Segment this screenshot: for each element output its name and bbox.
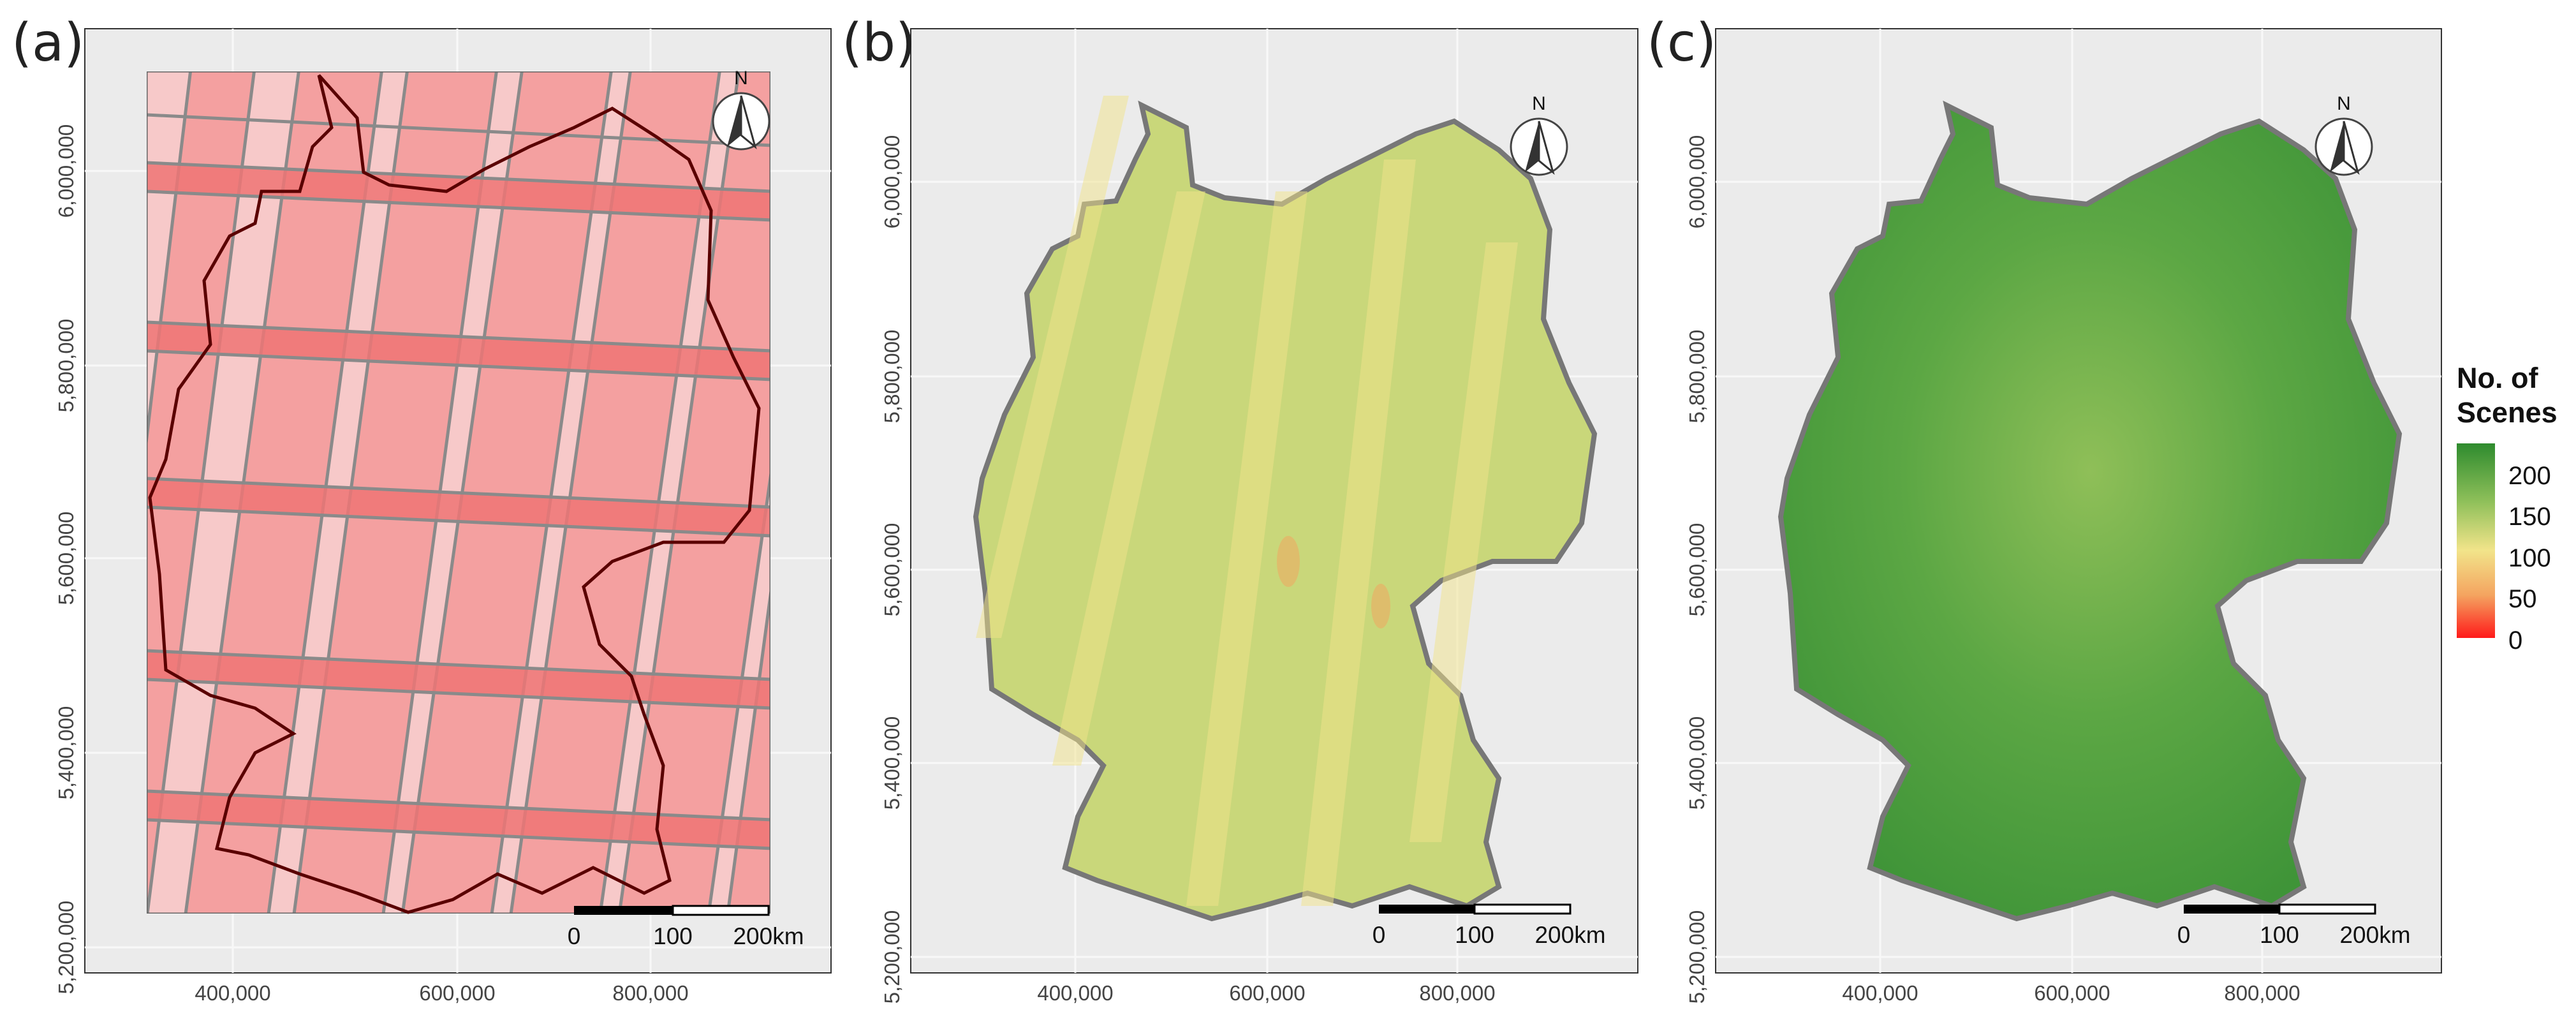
y-axis-ticks: 6,000,000 5,800,000 5,600,000 5,400,000 … [1685,135,1709,1004]
y-tick: 5,600,000 [54,512,78,605]
y-tick: 5,800,000 [880,330,904,424]
north-arrow-icon: N [2315,93,2373,176]
x-axis-ticks: 400,000 600,000 800,000 [1037,981,1495,1005]
y-tick: 5,600,000 [1685,523,1709,617]
legend-colorbar [2457,443,2495,638]
scalebar-100: 100 [653,923,693,949]
x-tick: 400,000 [1037,981,1113,1005]
y-tick: 6,000,000 [880,135,904,229]
x-tick: 800,000 [2224,981,2300,1005]
x-tick: 600,000 [419,981,495,1005]
scalebar-200km: 200km [733,923,804,949]
y-axis-ticks: 6,000,000 5,800,000 5,600,000 5,400,000 … [54,124,78,995]
scalebar-100: 100 [1455,922,1494,948]
x-tick: 800,000 [1419,981,1495,1005]
panel-label-b: (b) [842,13,916,73]
panel-a: N 0 100 200km 400,000 600,000 800,000 6,… [11,13,832,1005]
north-label: N [734,68,748,89]
panel-label-a: (a) [11,13,84,73]
legend-value: 150 [2508,503,2551,531]
y-tick: 5,400,000 [880,716,904,810]
x-tick: 400,000 [195,981,270,1005]
scale-bar: 0 100 200km [2177,903,2411,948]
legend-value: 200 [2508,462,2551,490]
legend-title-line2: Scenes [2457,396,2558,429]
north-arrow-icon: N [1510,93,1568,176]
scale-bar: 0 100 200km [1373,903,1606,948]
north-arrow-icon: N [712,68,770,151]
legend-title-line1: No. of [2457,362,2538,394]
x-axis-ticks: 400,000 600,000 800,000 [195,981,688,1005]
legend-value: 50 [2508,585,2537,613]
scalebar-200km: 200km [1535,922,1605,948]
legend-value: 100 [2508,544,2551,572]
y-tick: 5,800,000 [1685,330,1709,424]
x-tick: 600,000 [1229,981,1305,1005]
scalebar-0: 0 [1373,922,1386,948]
y-axis-ticks: 6,000,000 5,800,000 5,600,000 5,400,000 … [880,135,904,1004]
y-tick: 5,800,000 [54,319,78,413]
legend-value: 0 [2508,626,2522,655]
germany-border [148,74,761,914]
y-tick: 5,200,000 [1685,910,1709,1004]
x-axis-ticks: 400,000 600,000 800,000 [1842,981,2300,1005]
legend: No. of Scenes 200 150 100 50 0 [2457,362,2558,655]
scalebar-0: 0 [2177,922,2191,948]
landsat-tiles [147,71,770,914]
panel-b: N 0 100 200km 400,000 600,000 800,000 6,… [842,13,1638,1005]
x-tick: 800,000 [612,981,688,1005]
scale-bar: 0 100 200km [568,905,804,949]
panel-label-c: (c) [1647,13,1716,73]
x-tick: 400,000 [1842,981,1918,1005]
north-label: N [1532,93,1546,114]
scalebar-200km: 200km [2339,922,2410,948]
scalebar-100: 100 [2260,922,2299,948]
y-tick: 5,200,000 [54,901,78,995]
panel-c: N 0 100 200km 400,000 600,000 800,000 6,… [1647,13,2442,1005]
y-tick: 5,200,000 [880,910,904,1004]
y-tick: 6,000,000 [54,124,78,218]
overlap-stripes-b [976,96,1518,906]
y-tick: 5,600,000 [880,523,904,617]
y-tick: 6,000,000 [1685,135,1709,229]
y-tick: 5,400,000 [1685,716,1709,810]
north-label: N [2337,93,2351,114]
x-tick: 600,000 [2034,981,2110,1005]
scalebar-0: 0 [568,923,581,949]
y-tick: 5,400,000 [54,706,78,800]
